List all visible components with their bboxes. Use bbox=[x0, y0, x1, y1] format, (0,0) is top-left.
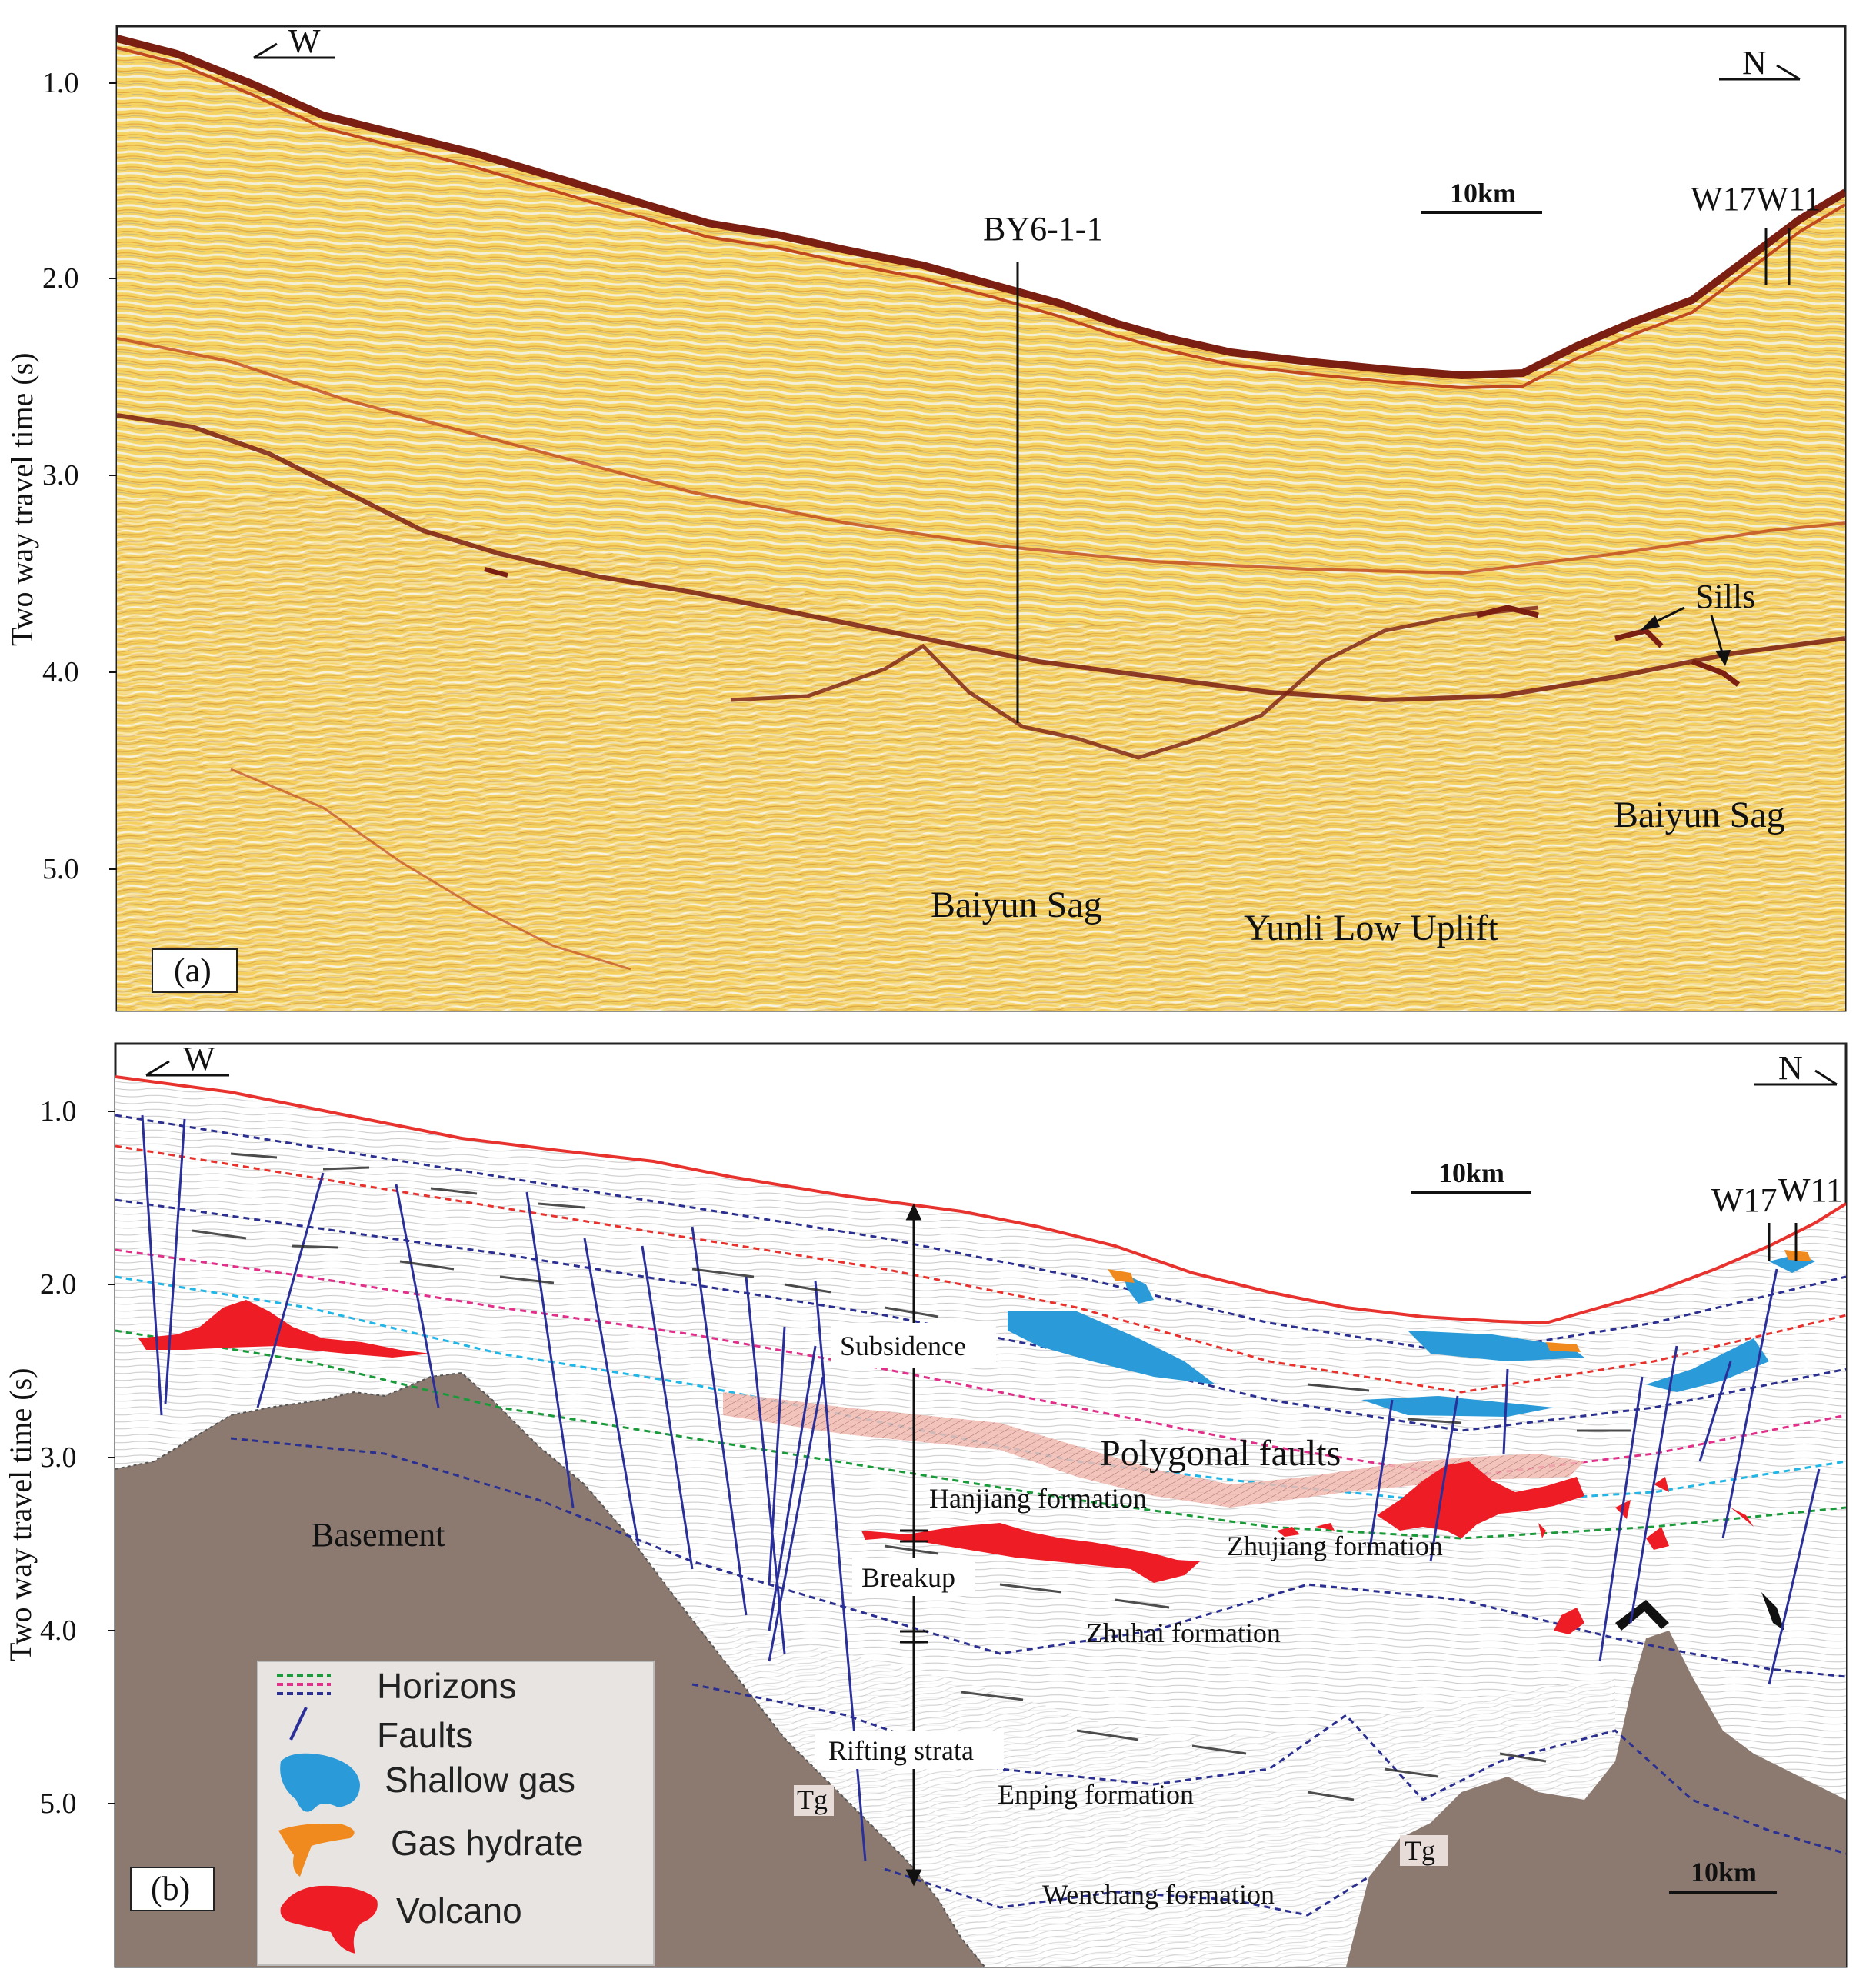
y-axis-b-label: Two way travel time (s) bbox=[3, 1368, 38, 1661]
y-tick-a-1: 1.0 bbox=[42, 67, 79, 99]
direction-n-a: N bbox=[1719, 44, 1801, 82]
direction-w-a: W bbox=[253, 22, 335, 60]
y-tick-a-4: 4.0 bbox=[42, 656, 79, 688]
y-axis-b: 1.0 2.0 3.0 4.0 5.0 Two way travel time … bbox=[3, 1095, 115, 1820]
shallow-gas-body bbox=[1008, 1311, 1215, 1384]
legend-volcano: Volcano bbox=[396, 1891, 522, 1931]
legend-gas-hydrate-swatch bbox=[278, 1824, 355, 1877]
y-tick-a-2: 2.0 bbox=[42, 262, 79, 295]
legend-shallow-gas: Shallow gas bbox=[385, 1760, 575, 1800]
rifting-strata-label: Rifting strata bbox=[828, 1735, 974, 1766]
volcano-left bbox=[138, 1300, 431, 1358]
y-axis-a: 1.0 2.0 3.0 4.0 5.0 Two way travel time … bbox=[5, 67, 117, 885]
y-tick-b-2: 2.0 bbox=[40, 1268, 77, 1301]
baiyun-sag-label-right: Baiyun Sag bbox=[1614, 795, 1785, 835]
legend-horizons: Horizons bbox=[377, 1666, 517, 1706]
well-label-by6-1-1: BY6-1-1 bbox=[983, 210, 1103, 248]
svg-text:10km: 10km bbox=[1691, 1857, 1757, 1887]
horizon-seafloor bbox=[115, 1075, 1846, 1325]
wenchang-formation-label: Wenchang formation bbox=[1042, 1879, 1275, 1910]
sills-label: Sills bbox=[1695, 578, 1755, 615]
basement-label: Basement bbox=[312, 1516, 445, 1554]
panel-b-label: (b) bbox=[151, 1870, 190, 1907]
svg-text:10km: 10km bbox=[1450, 178, 1516, 208]
direction-w-b: W bbox=[145, 1040, 229, 1078]
well-label-w17: W17 bbox=[1711, 1181, 1778, 1219]
y-tick-b-1: 1.0 bbox=[40, 1095, 77, 1128]
zhujiang-formation-label: Zhujiang formation bbox=[1227, 1531, 1443, 1561]
legend-shallow-gas-swatch bbox=[280, 1753, 360, 1812]
seafloor-reflector bbox=[117, 35, 1845, 380]
panel-a: W N 10km BY6-1-1 W17W11 Sills Baiyun Sag… bbox=[5, 22, 1847, 1012]
hanjiang-formation-label: Hanjiang formation bbox=[929, 1483, 1147, 1514]
y-tick-a-5: 5.0 bbox=[42, 853, 79, 885]
direction-n-b-label: N bbox=[1778, 1049, 1803, 1087]
svg-text:10km: 10km bbox=[1438, 1158, 1504, 1188]
faults bbox=[141, 1114, 1821, 1862]
tg-label-right: Tg bbox=[1405, 1835, 1435, 1866]
well-label-w17w11: W17W11 bbox=[1691, 180, 1821, 218]
breakup-label: Breakup bbox=[861, 1562, 955, 1593]
zhuhai-formation-label: Zhuhai formation bbox=[1086, 1618, 1281, 1648]
legend: Horizons Faults Shallow gas Gas hydrate … bbox=[257, 1661, 655, 1966]
legend-gas-hydrate: Gas hydrate bbox=[391, 1823, 584, 1863]
scale-bar-b-top: 10km bbox=[1411, 1158, 1531, 1194]
y-tick-b-5: 5.0 bbox=[40, 1787, 77, 1820]
legend-faults: Faults bbox=[377, 1715, 473, 1755]
volcano-right bbox=[1377, 1461, 1584, 1538]
y-tick-a-3: 3.0 bbox=[42, 459, 79, 491]
y-axis-a-label: Two way travel time (s) bbox=[5, 352, 39, 646]
tg-label-left: Tg bbox=[797, 1784, 828, 1815]
volcano-center bbox=[861, 1523, 1200, 1583]
baiyun-sag-label-center: Baiyun Sag bbox=[931, 885, 1102, 925]
polygonal-faults-zone bbox=[723, 1392, 1584, 1508]
y-tick-b-4: 4.0 bbox=[40, 1614, 77, 1647]
direction-w-a-label: W bbox=[288, 22, 321, 60]
y-tick-b-3: 3.0 bbox=[40, 1441, 77, 1474]
yunli-low-uplift-label: Yunli Low Uplift bbox=[1244, 908, 1498, 948]
panel-a-label: (a) bbox=[174, 951, 212, 989]
sills-arrow-right bbox=[1710, 615, 1724, 656]
well-label-w11: W11 bbox=[1778, 1171, 1843, 1209]
legend-fault-swatch bbox=[289, 1707, 308, 1741]
direction-n-b: N bbox=[1754, 1049, 1838, 1087]
gas-hydrate-body bbox=[1108, 1269, 1135, 1283]
polygonal-faults-label: Polygonal faults bbox=[1100, 1433, 1341, 1474]
scale-bar-a: 10km bbox=[1421, 178, 1542, 214]
subsidence-label: Subsidence bbox=[840, 1331, 966, 1361]
direction-n-a-label: N bbox=[1742, 44, 1767, 82]
enping-formation-label: Enping formation bbox=[998, 1779, 1194, 1810]
legend-volcano-swatch bbox=[280, 1885, 378, 1954]
panel-b: Subsidence Breakup Rifting strata Polygo… bbox=[3, 1040, 1848, 1968]
direction-w-b-label: W bbox=[183, 1040, 215, 1078]
scale-bar-b-bottom: 10km bbox=[1669, 1857, 1777, 1894]
